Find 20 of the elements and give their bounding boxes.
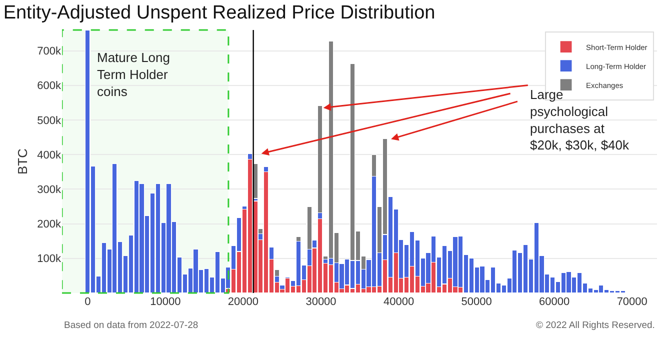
text: © 2022 All Rights Reserved. [536,320,655,331]
y-tick-label: 400k [37,149,62,162]
x-tick-label: 10000 [150,296,181,308]
x-tick-label: 30000 [306,296,336,308]
x-tick-label: 50000 [461,296,492,308]
x-tick-label: 0 [84,296,91,308]
x-tick-label: 60000 [539,296,570,308]
y-axis-title: BTC [15,148,30,174]
y-tick-label: 500k [37,114,62,127]
chart-title: Entity-Adjusted Unspent Realized Price Distribution [3,2,436,24]
x-tick-label: 20000 [228,296,259,308]
band-label: Mature Long Term Holder coins [97,50,170,99]
x-tick-label: 40000 [383,296,414,308]
y-tick-label: 300k [37,184,62,196]
y-tick-label: 600k [37,80,62,92]
y-tick-label: 200k [37,218,62,231]
y-tick-label: 100k [37,253,62,266]
text: Based on data from 2022-07-28 [64,320,198,331]
x-tick-label: 70000 [616,296,648,308]
y-tick-label: 700k [37,46,62,58]
